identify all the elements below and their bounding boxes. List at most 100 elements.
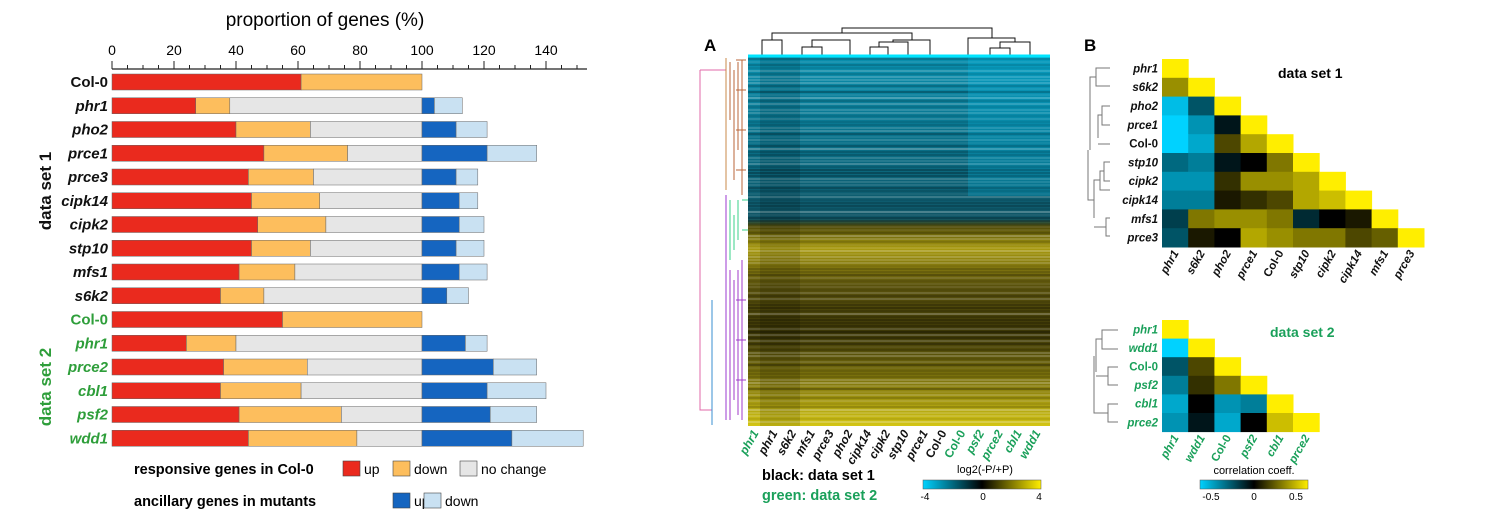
x-tick-label: 60 [290,42,306,58]
heatmap-row-stripe [748,139,1050,141]
corr-cell-cbl1 [1162,394,1189,414]
corr-col-label-prce1: prce1 [1234,249,1260,282]
bar-anc-up-cipk14 [421,192,460,209]
bar-up-cipk2 [111,216,258,233]
corr-cell-prce3 [1371,228,1399,248]
heatmap-row-stripe [748,103,1050,105]
data-set-2-matrix [1162,320,1320,433]
row-label-prce2: prce2 [67,359,109,376]
corr-cell-stp10 [1188,153,1215,173]
row-label-col-0: Col-0 [71,312,109,329]
legend-responsive-label: responsive genes in Col-0 [134,462,314,478]
bar-anc-up-cbl1 [421,382,488,399]
heatmap-row-stripe [748,322,1050,324]
corr-cell-phr1 [1162,320,1189,340]
heatmap-row-stripe [748,253,1050,255]
heatmap-row-stripe [748,250,1050,252]
bar-up-pho2 [111,121,237,138]
heatmap-row-stripe [748,79,1050,81]
corr-col-label-phr1: phr1 [1158,433,1181,461]
corr-col-label-cipk14: cipk14 [1337,248,1366,286]
corr-row-label-mfs1: mfs1 [1131,214,1158,226]
bar-down-cbl1 [220,382,302,399]
bar-anc-up-prce3 [421,168,457,186]
heatmap-row-stripe [748,121,1050,123]
heatmap-row-stripe [748,340,1050,342]
corr-cell-cipk14 [1319,190,1346,210]
heatmap-row-stripe [748,307,1050,309]
heatmap-row-stripe [748,181,1050,183]
heatmap-row-stripe [748,238,1050,240]
heatmap-row-stripe [748,325,1050,327]
corr-col-label-psf2: psf2 [1238,433,1261,461]
heatmap-row-stripe [748,136,1050,138]
heatmap-row-stripe [748,298,1050,300]
corr-col-label-col-0: Col-0 [1209,433,1234,464]
bar-up-col-0 [111,311,283,328]
corr-cell-stp10 [1162,153,1189,173]
bar-down-psf2 [238,406,342,423]
group-label-data-set-2: data set 2 [36,348,55,426]
corr-cell-psf2 [1214,375,1242,395]
bar-down-s6k2 [220,287,265,304]
heatmap-column-shade [760,56,800,426]
corr-col-label-phr1: phr1 [1158,249,1181,277]
heatmap-row-stripe [748,142,1050,144]
legend-green-data-set-2: green: data set 2 [762,488,877,504]
bar-up-col-0 [111,73,302,91]
x-tick-label: 0 [108,42,116,58]
bar-up-cipk14 [111,192,252,209]
data-set-1-row-labels: phr1 s6k2 pho2 prce1 Col-0 stp10 cipk2 cipk14 mf… [1122,63,1158,244]
heatmap-row-stripe [748,280,1050,282]
heatmap-row-stripe [748,184,1050,186]
heatmap-row-stripe [748,202,1050,204]
corr-row-label-col-0: Col-0 [1129,139,1158,151]
corr-row-label-prce2: prce2 [1126,417,1158,429]
heatmap-row-stripe [748,259,1050,261]
corr-cell-mfs1 [1371,209,1399,229]
bar-up-psf2 [111,406,240,423]
legend-anc-down-swatch [423,492,442,509]
corr-cell-cipk2 [1162,171,1189,192]
heatmap-row-stripe [748,328,1050,330]
bar-anc-down-prce2 [493,358,537,376]
heatmap-row-stripe [748,391,1050,393]
row-label-pho2: pho2 [71,122,108,139]
bar-nochange-prce1 [347,145,423,162]
bar-down-phr1 [195,97,231,114]
heatmap-row-stripe [748,256,1050,258]
bar-down-prce3 [248,168,314,186]
heatmap-row-stripe [748,403,1050,405]
corr-cell-wdd1 [1162,338,1189,358]
heatmap-row-stripe [748,232,1050,234]
corr-cell-prce3 [1214,228,1242,248]
corr-cell-prce2 [1162,413,1189,433]
x-tick-label: 100 [410,42,434,58]
bar-anc-down-phr1 [465,335,488,352]
heatmap-row-stripe [748,418,1050,420]
corr-col-label-col-0: Col-0 [1262,249,1287,280]
corr-row-label-s6k2: s6k2 [1132,82,1158,94]
corr-cell-cipk14 [1345,190,1373,210]
heatmap-row-stripe [748,199,1050,201]
heatmap-row-stripe [748,364,1050,366]
bar-up-cbl1 [111,382,221,399]
heatmap-row-stripe [748,310,1050,312]
heatmap-row-stripe [748,235,1050,237]
corr-cell-phr1 [1162,59,1189,79]
heatmap-row-stripe [748,106,1050,108]
corr-cell-cipk14 [1293,190,1320,210]
bar-up-phr1 [111,97,196,114]
heatmap-row-stripe [748,73,1050,75]
bar-anc-up-psf2 [421,406,491,423]
corr-col-label-wdd1: wdd1 [1183,433,1208,464]
heatmap-row-stripe [748,262,1050,264]
column-dendrogram [761,27,1031,56]
heatmap-row-stripe [748,94,1050,96]
heatmap-row-stripe [748,355,1050,357]
corr-row-label-pho2: pho2 [1130,101,1159,113]
corr-col-label-pho2: pho2 [1209,248,1234,279]
heatmap-row-stripe [748,289,1050,291]
